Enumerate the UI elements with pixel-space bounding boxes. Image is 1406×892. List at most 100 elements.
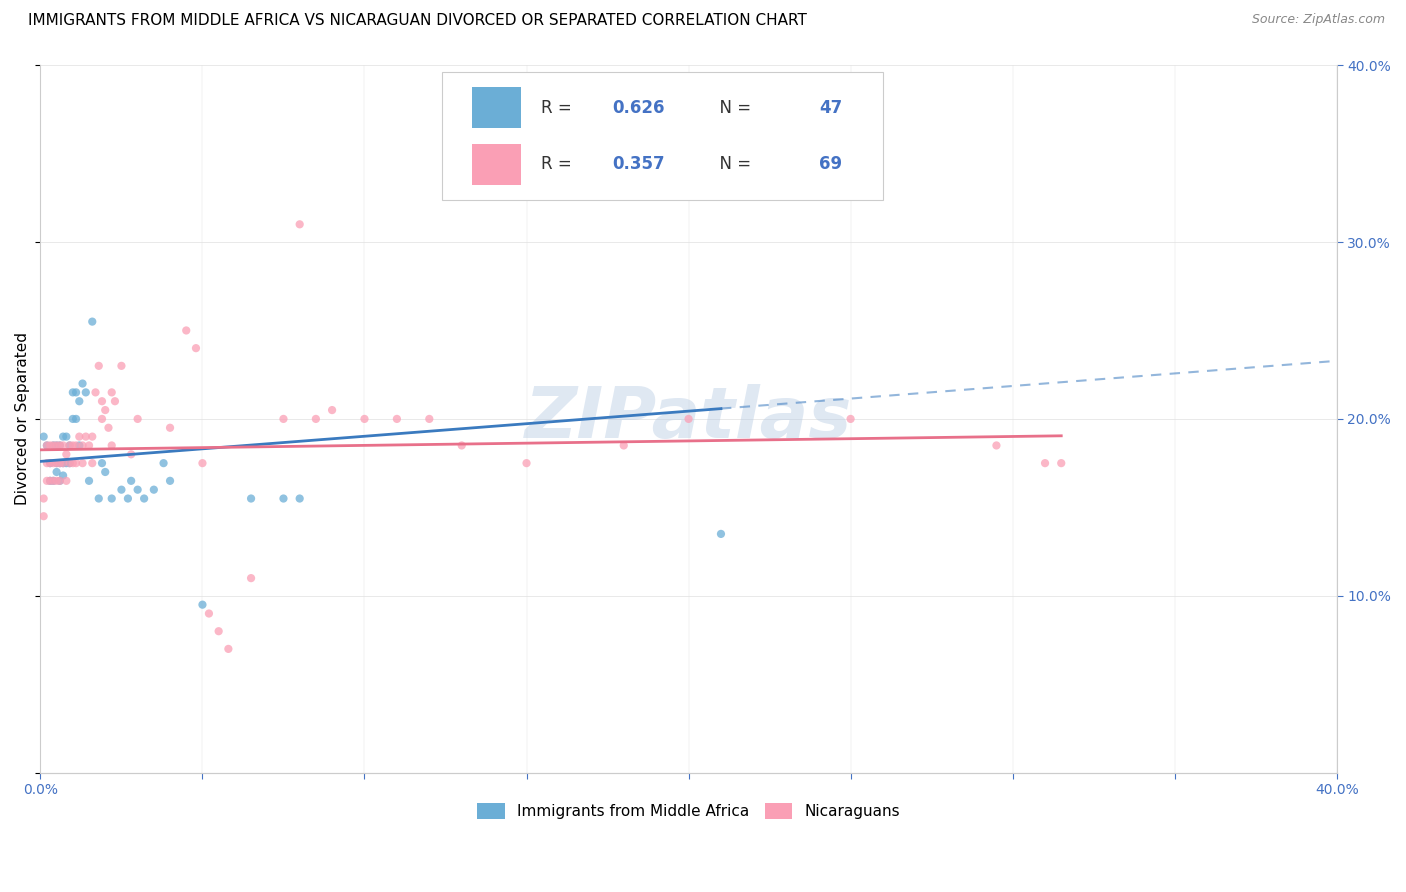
FancyBboxPatch shape	[443, 72, 883, 200]
Point	[72, 438, 94, 452]
Point	[67, 429, 90, 443]
Text: Source: ZipAtlas.com: Source: ZipAtlas.com	[1251, 13, 1385, 27]
Text: ZIPatlas: ZIPatlas	[524, 384, 852, 453]
Point	[35, 438, 58, 452]
Point	[217, 641, 239, 656]
Point	[62, 438, 84, 452]
Point	[58, 456, 80, 470]
Point	[117, 491, 139, 506]
Point	[152, 456, 174, 470]
Point	[62, 456, 84, 470]
Point	[45, 438, 67, 452]
Point	[104, 394, 127, 409]
Text: 47: 47	[820, 98, 842, 117]
FancyBboxPatch shape	[472, 87, 522, 128]
Point	[288, 491, 311, 506]
Point	[55, 429, 77, 443]
Point	[208, 624, 231, 639]
Point	[49, 438, 72, 452]
Point	[77, 474, 100, 488]
Point	[77, 438, 100, 452]
Point	[353, 412, 375, 426]
Point	[87, 359, 110, 373]
Point	[986, 438, 1008, 452]
Point	[67, 394, 90, 409]
Text: IMMIGRANTS FROM MIDDLE AFRICA VS NICARAGUAN DIVORCED OR SEPARATED CORRELATION CH: IMMIGRANTS FROM MIDDLE AFRICA VS NICARAG…	[28, 13, 807, 29]
Point	[42, 474, 65, 488]
Point	[159, 474, 181, 488]
Text: R =: R =	[541, 155, 576, 173]
Point	[62, 385, 84, 400]
Point	[97, 421, 120, 435]
Point	[1050, 456, 1073, 470]
Point	[91, 456, 114, 470]
Point	[110, 483, 132, 497]
Point	[72, 456, 94, 470]
Point	[65, 456, 87, 470]
Point	[191, 598, 214, 612]
Point	[142, 483, 165, 497]
Point	[45, 474, 67, 488]
Point	[273, 491, 295, 506]
Point	[52, 438, 75, 452]
Point	[450, 438, 472, 452]
Point	[159, 421, 181, 435]
Point	[91, 394, 114, 409]
Point	[418, 412, 440, 426]
Point	[305, 412, 328, 426]
Point	[75, 429, 97, 443]
Point	[39, 474, 62, 488]
Point	[385, 412, 408, 426]
Point	[174, 323, 197, 337]
Point	[91, 412, 114, 426]
Point	[52, 429, 75, 443]
Point	[35, 456, 58, 470]
Text: 69: 69	[820, 155, 842, 173]
Point	[65, 385, 87, 400]
Point	[87, 491, 110, 506]
Point	[120, 474, 142, 488]
Point	[613, 438, 636, 452]
Point	[75, 385, 97, 400]
Point	[39, 456, 62, 470]
Text: N =: N =	[709, 155, 756, 173]
Point	[127, 483, 149, 497]
Point	[42, 438, 65, 452]
Point	[839, 412, 862, 426]
Point	[45, 465, 67, 479]
Point	[134, 491, 156, 506]
Y-axis label: Divorced or Separated: Divorced or Separated	[15, 333, 30, 506]
Point	[42, 474, 65, 488]
Text: R =: R =	[541, 98, 576, 117]
Text: N =: N =	[709, 98, 756, 117]
Point	[39, 456, 62, 470]
Point	[321, 403, 343, 417]
Point	[49, 456, 72, 470]
Point	[67, 438, 90, 452]
Point	[35, 438, 58, 452]
Point	[1033, 456, 1056, 470]
Point	[45, 456, 67, 470]
Point	[65, 412, 87, 426]
Point	[110, 359, 132, 373]
Point	[32, 491, 55, 506]
Point	[100, 385, 122, 400]
Point	[82, 315, 104, 329]
Point	[678, 155, 700, 169]
Point	[82, 429, 104, 443]
Point	[49, 456, 72, 470]
Legend: Immigrants from Middle Africa, Nicaraguans: Immigrants from Middle Africa, Nicaragua…	[471, 797, 905, 825]
Point	[288, 217, 311, 231]
Point	[94, 465, 117, 479]
Point	[55, 447, 77, 461]
Point	[65, 438, 87, 452]
Point	[35, 474, 58, 488]
Point	[120, 447, 142, 461]
Point	[58, 438, 80, 452]
Point	[49, 474, 72, 488]
Point	[72, 376, 94, 391]
Point	[52, 456, 75, 470]
Point	[55, 474, 77, 488]
Point	[42, 456, 65, 470]
Point	[62, 412, 84, 426]
